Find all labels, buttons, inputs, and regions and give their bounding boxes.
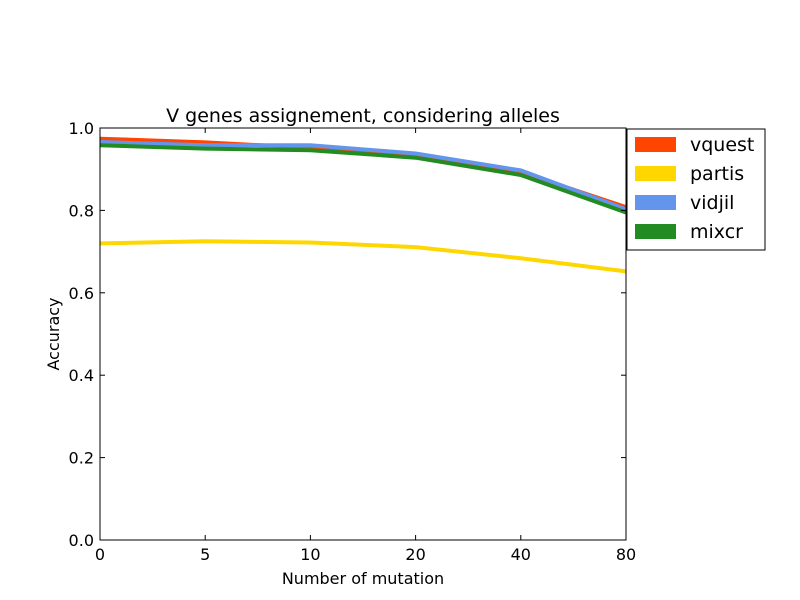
x-tick-label: 20 [405,545,425,564]
y-axis-ticks: 0.0 0.2 0.4 0.6 0.8 1.0 [69,119,626,550]
x-tick-label: 80 [616,545,636,564]
legend-swatch-vidjil [635,195,676,210]
chart-title: V genes assignement, considering alleles [166,105,560,127]
legend-label-mixcr: mixcr [690,221,743,243]
x-tick-label: 40 [511,545,531,564]
series-line-mixcr [99,143,627,215]
legend-label-partis: partis [690,163,744,185]
x-tick-label: 10 [300,545,320,564]
legend-swatch-partis [635,166,676,181]
y-tick-label: 0.2 [69,449,94,468]
y-tick-label: 0.4 [69,366,94,385]
series-line-partis [99,239,627,274]
y-tick-label: 1.0 [69,119,94,138]
legend-swatch-mixcr [635,224,676,239]
legend-swatch-vquest [635,137,676,152]
y-tick-label: 0.0 [69,531,94,550]
y-axis-label: Accuracy [44,297,63,370]
legend-label-vquest: vquest [690,134,754,156]
series-line-vidjil [99,140,627,212]
x-tick-label: 0 [95,545,105,564]
x-axis-label: Number of mutation [282,569,444,588]
x-tick-label: 5 [200,545,210,564]
legend: vquest partis vidjil mixcr [626,128,766,251]
plot-area [99,136,627,274]
y-tick-label: 0.6 [69,284,94,303]
y-tick-label: 0.8 [69,201,94,220]
x-axis-ticks: 0 5 10 20 40 80 [95,128,636,564]
axes-frame [99,127,627,541]
legend-label-vidjil: vidjil [690,192,734,214]
